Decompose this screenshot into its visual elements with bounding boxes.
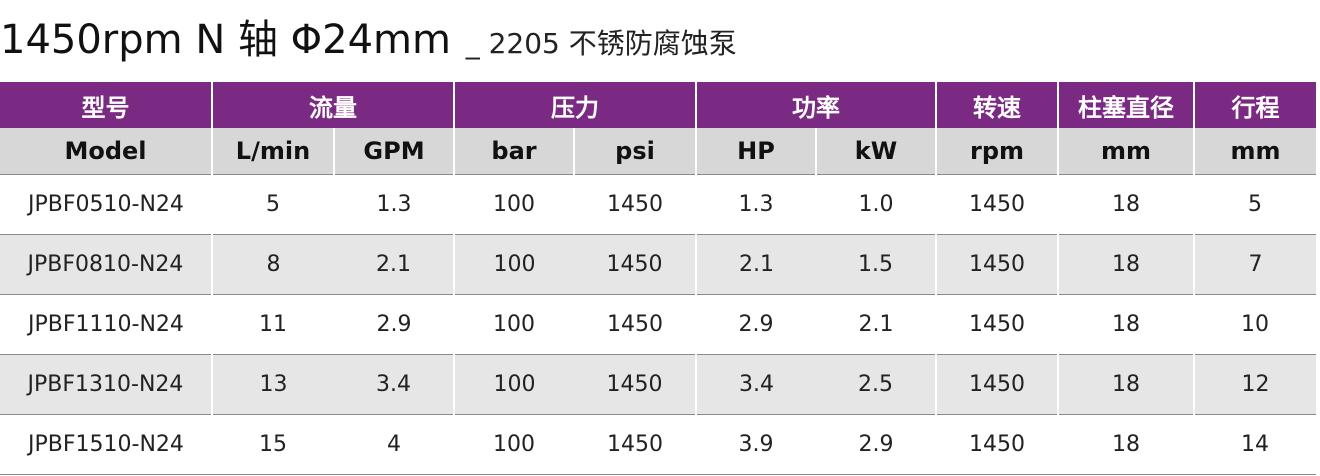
cell-stroke-mm: 7 [1193, 234, 1316, 295]
cell-power-kw: 2.1 [816, 294, 936, 355]
cell-flow-gpm: 2.1 [334, 234, 454, 295]
cell-plunger-mm: 18 [1057, 354, 1194, 415]
table-row: JPBF1310-N24 13 3.4 100 1450 3.4 2.5 145… [0, 354, 1316, 415]
header-unit-lmin: L/min [211, 128, 334, 175]
cell-plunger-mm: 18 [1058, 294, 1194, 355]
cell-flow-lmin: 8 [211, 234, 334, 295]
cell-plunger-mm: 18 [1057, 234, 1194, 295]
table-row: JPBF1110-N24 11 2.9 100 1450 2.9 2.1 145… [0, 294, 1316, 355]
spec-table: 型号 流量 压力 功率 转速 柱塞直径 行程 Model L/min GPM b… [0, 82, 1316, 475]
cell-power-hp: 3.4 [695, 354, 816, 415]
cell-power-hp: 3.9 [696, 414, 816, 475]
cell-flow-gpm: 1.3 [334, 174, 454, 235]
cell-speed-rpm: 1450 [936, 294, 1058, 355]
cell-power-hp: 2.1 [695, 234, 816, 295]
header-unit-kw: kW [815, 128, 936, 175]
cell-model: JPBF0810-N24 [0, 234, 212, 295]
cell-power-kw: 1.0 [816, 174, 936, 235]
header-unit-rpm: rpm [935, 128, 1058, 175]
cell-speed-rpm: 1450 [936, 414, 1058, 475]
header-unit-hp: HP [695, 128, 816, 175]
cell-speed-rpm: 1450 [935, 354, 1058, 415]
header-row-chinese: 型号 流量 压力 功率 转速 柱塞直径 行程 [0, 82, 1316, 128]
cell-model: JPBF1110-N24 [0, 294, 212, 355]
header-model-en: Model [0, 128, 212, 175]
title-main-text: 1450rpm N 轴 Φ24mm [0, 17, 451, 63]
cell-flow-lmin: 11 [212, 294, 334, 355]
header-unit-mm-stroke: mm [1193, 128, 1316, 175]
cell-power-hp: 1.3 [696, 174, 816, 235]
cell-flow-gpm: 4 [334, 414, 454, 475]
header-unit-bar: bar [453, 128, 574, 175]
header-flow-cn: 流量 [211, 82, 454, 128]
cell-power-kw: 2.9 [816, 414, 936, 475]
title-bar: 1450rpm N 轴 Φ24mm _ 2205 不锈防腐蚀泵 [0, 0, 1320, 80]
cell-speed-rpm: 1450 [935, 234, 1058, 295]
cell-model: JPBF1310-N24 [0, 354, 212, 415]
cell-plunger-mm: 18 [1058, 414, 1194, 475]
header-speed-cn: 转速 [935, 82, 1058, 128]
table-row: JPBF0510-N24 5 1.3 100 1450 1.3 1.0 1450… [0, 174, 1316, 235]
header-stroke-cn: 行程 [1193, 82, 1316, 128]
header-unit-psi: psi [573, 128, 696, 175]
cell-flow-lmin: 15 [212, 414, 334, 475]
header-pressure-cn: 压力 [453, 82, 696, 128]
cell-stroke-mm: 10 [1194, 294, 1316, 355]
cell-stroke-mm: 12 [1193, 354, 1316, 415]
cell-pressure-bar: 100 [453, 234, 574, 295]
cell-pressure-psi: 1450 [574, 234, 696, 295]
header-row-units: Model L/min GPM bar psi HP kW rpm mm mm [0, 128, 1316, 175]
header-model-cn: 型号 [0, 82, 212, 128]
cell-stroke-mm: 5 [1194, 174, 1316, 235]
table-row: JPBF1510-N24 15 4 100 1450 3.9 2.9 1450 … [0, 414, 1316, 475]
cell-pressure-psi: 1450 [574, 414, 696, 475]
cell-pressure-bar: 100 [454, 174, 574, 235]
cell-pressure-bar: 100 [454, 294, 574, 355]
header-unit-mm-plunger: mm [1057, 128, 1194, 175]
table-row: JPBF0810-N24 8 2.1 100 1450 2.1 1.5 1450… [0, 234, 1316, 295]
cell-pressure-bar: 100 [453, 354, 574, 415]
cell-flow-gpm: 2.9 [334, 294, 454, 355]
cell-model: JPBF0510-N24 [0, 174, 212, 235]
cell-power-kw: 1.5 [816, 234, 936, 295]
cell-pressure-psi: 1450 [574, 294, 696, 355]
header-unit-gpm: GPM [333, 128, 454, 175]
cell-pressure-bar: 100 [454, 414, 574, 475]
cell-flow-lmin: 13 [211, 354, 334, 415]
cell-stroke-mm: 14 [1194, 414, 1316, 475]
cell-power-kw: 2.5 [816, 354, 936, 415]
header-plunger-cn: 柱塞直径 [1057, 82, 1194, 128]
cell-speed-rpm: 1450 [936, 174, 1058, 235]
cell-model: JPBF1510-N24 [0, 414, 212, 475]
title-subtitle: _ 2205 不锈防腐蚀泵 [465, 27, 737, 60]
page-title: 1450rpm N 轴 Φ24mm _ 2205 不锈防腐蚀泵 [0, 12, 737, 72]
cell-flow-gpm: 3.4 [334, 354, 454, 415]
cell-pressure-psi: 1450 [574, 354, 696, 415]
header-power-cn: 功率 [695, 82, 936, 128]
cell-pressure-psi: 1450 [574, 174, 696, 235]
cell-flow-lmin: 5 [212, 174, 334, 235]
cell-plunger-mm: 18 [1058, 174, 1194, 235]
cell-power-hp: 2.9 [696, 294, 816, 355]
